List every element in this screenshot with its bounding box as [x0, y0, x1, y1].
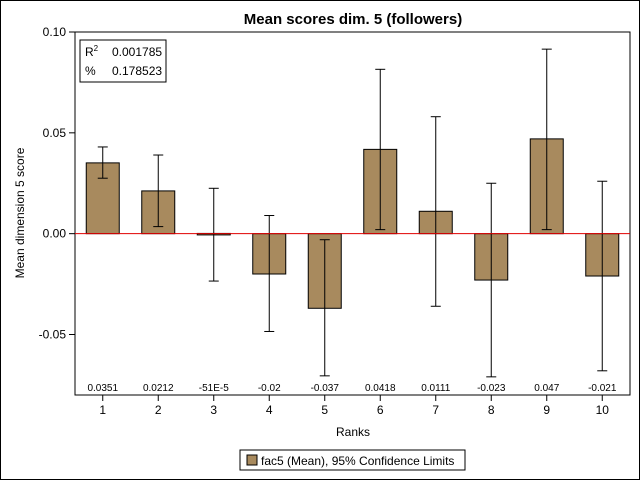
x-axis: 1 2 3 4 5 6 7 8 9 10 [99, 395, 609, 417]
bar-value-label: 0.047 [534, 383, 559, 394]
legend-label: fac5 (Mean), 95% Confidence Limits [261, 454, 454, 468]
y-tick-label: 0.10 [43, 25, 67, 39]
y-axis-title: Mean dimension 5 score [13, 147, 27, 278]
legend-border [239, 449, 466, 471]
bar-value-label: -51E-5 [199, 383, 229, 394]
bar-value-label: -0.037 [311, 383, 340, 394]
x-tick-label: 9 [543, 403, 550, 417]
error-bar [319, 239, 330, 377]
x-tick-label: 5 [321, 403, 328, 417]
chart-title: Mean scores dim. 5 (followers) [244, 11, 462, 28]
y-tick-label: 0.05 [43, 126, 67, 140]
error-bar [541, 48, 552, 231]
error-bar [430, 116, 441, 307]
x-tick-label: 4 [266, 403, 273, 417]
x-tick-label: 2 [155, 403, 162, 417]
y-tick-label: -0.05 [39, 328, 67, 342]
x-tick-label: 6 [377, 403, 384, 417]
bar-value-label: 0.0418 [365, 383, 396, 394]
pct-value: 0.178523 [112, 64, 162, 78]
legend: fac5 (Mean), 95% Confidence Limits [239, 449, 466, 471]
legend-swatch [246, 454, 258, 466]
pct-label: % [85, 64, 96, 78]
stats-box: R2 0.001785 % 0.178523 [79, 39, 167, 83]
y-tick-label: 0.00 [43, 227, 67, 241]
x-tick-label: 8 [488, 403, 495, 417]
r2-label-sup: 2 [94, 44, 99, 53]
bar-value-label: 0.0212 [143, 383, 174, 394]
error-bar [264, 215, 275, 332]
r2-value: 0.001785 [112, 45, 162, 59]
r2-label-text: R [85, 45, 94, 59]
x-tick-label: 7 [432, 403, 439, 417]
bar-value-label: -0.023 [477, 383, 506, 394]
error-bars [97, 48, 608, 378]
y-axis: -0.05 0.00 0.05 0.10 [39, 25, 75, 342]
bar-value-label: 0.0111 [421, 383, 451, 394]
error-bar [375, 68, 386, 231]
r2-label: R2 [85, 44, 99, 59]
error-bar [597, 180, 608, 372]
stats-box-border [79, 39, 167, 83]
bar-value-labels: 0.0351 0.0212 -51E-5 -0.02 -0.037 0.0418 0.011… [87, 383, 616, 394]
x-tick-label: 10 [596, 403, 610, 417]
bar-value-label: -0.02 [258, 383, 281, 394]
error-bar [208, 187, 219, 282]
bar-value-label: 0.0351 [87, 383, 118, 394]
error-bar [153, 154, 164, 228]
x-tick-label: 1 [99, 403, 106, 417]
x-axis-title: Ranks [336, 425, 370, 439]
error-bar [486, 182, 497, 378]
x-tick-label: 3 [210, 403, 217, 417]
error-bar [97, 146, 108, 179]
bar-value-label: -0.021 [588, 383, 617, 394]
